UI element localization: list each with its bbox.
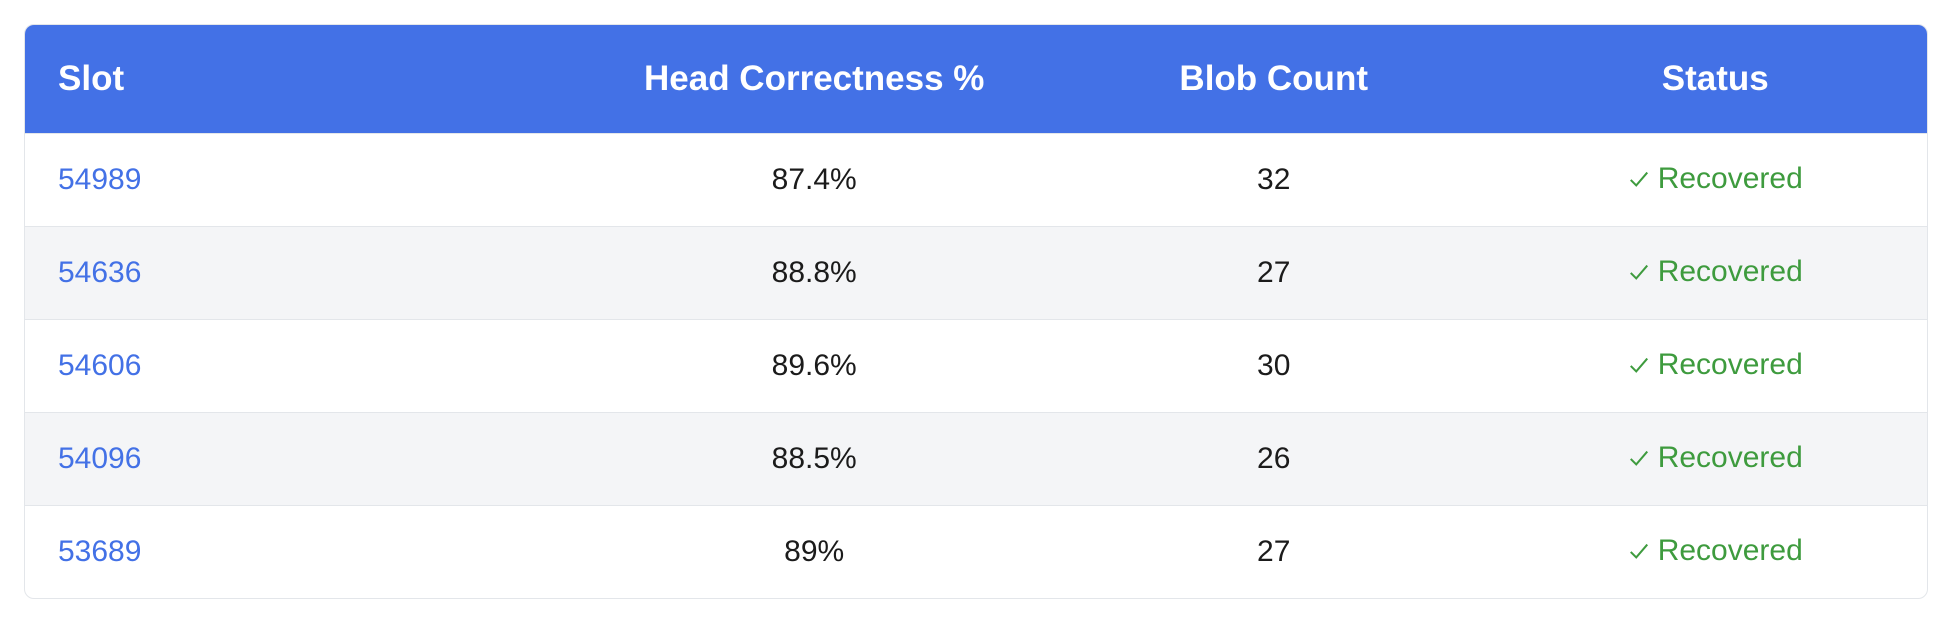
table-row: 54606 89.6% 30 Recovered — [25, 319, 1927, 412]
slot-link[interactable]: 54636 — [58, 256, 142, 289]
slot-cell: 54606 — [25, 349, 584, 383]
status-badge: Recovered — [1628, 348, 1803, 382]
status-cell: Recovered — [1503, 162, 1927, 198]
table-header: Slot Head Correctness % Blob Count Statu… — [25, 25, 1927, 133]
head-correctness-cell: 87.4% — [771, 163, 857, 196]
status-label: Recovered — [1657, 348, 1803, 381]
slot-link[interactable]: 54096 — [58, 442, 142, 475]
status-cell: Recovered — [1503, 255, 1927, 291]
slot-cell: 54636 — [25, 256, 584, 290]
status-cell: Recovered — [1503, 534, 1927, 570]
header-slot[interactable]: Slot — [58, 59, 125, 98]
check-icon — [1629, 264, 1648, 280]
status-badge: Recovered — [1628, 534, 1803, 568]
slot-link[interactable]: 53689 — [58, 535, 142, 568]
check-icon — [1629, 357, 1648, 373]
table-row: 53689 89% 27 Recovered — [25, 505, 1927, 598]
blob-count-cell: 27 — [1257, 535, 1291, 568]
check-icon — [1629, 450, 1648, 466]
slot-cell: 54096 — [25, 442, 584, 476]
table-row: 54989 87.4% 32 Recovered — [25, 133, 1927, 226]
head-correctness-cell: 89% — [784, 535, 845, 568]
head-correctness-cell: 89.6% — [771, 349, 857, 382]
blob-count-cell: 26 — [1257, 442, 1291, 475]
status-label: Recovered — [1657, 255, 1803, 288]
head-correctness-cell: 88.5% — [771, 442, 857, 475]
status-cell: Recovered — [1503, 348, 1927, 384]
table-row: 54636 88.8% 27 Recovered — [25, 226, 1927, 319]
blob-count-cell: 27 — [1257, 256, 1291, 289]
status-label: Recovered — [1657, 162, 1803, 195]
header-head-correctness[interactable]: Head Correctness % — [643, 59, 985, 98]
status-cell: Recovered — [1503, 441, 1927, 477]
status-label: Recovered — [1657, 441, 1803, 474]
slots-table: Slot Head Correctness % Blob Count Statu… — [24, 24, 1928, 599]
slot-cell: 53689 — [25, 535, 584, 569]
slot-link[interactable]: 54989 — [58, 163, 142, 196]
blob-count-cell: 32 — [1257, 163, 1291, 196]
check-icon — [1629, 543, 1648, 559]
table-row: 54096 88.5% 26 Recovered — [25, 412, 1927, 505]
status-badge: Recovered — [1628, 255, 1803, 289]
header-blob-count[interactable]: Blob Count — [1179, 59, 1368, 98]
status-badge: Recovered — [1628, 162, 1803, 196]
status-label: Recovered — [1657, 534, 1803, 567]
slot-link[interactable]: 54606 — [58, 349, 142, 382]
header-status[interactable]: Status — [1661, 59, 1769, 98]
head-correctness-cell: 88.8% — [771, 256, 857, 289]
slot-cell: 54989 — [25, 163, 584, 197]
blob-count-cell: 30 — [1257, 349, 1291, 382]
status-badge: Recovered — [1628, 441, 1803, 475]
check-icon — [1629, 171, 1648, 187]
